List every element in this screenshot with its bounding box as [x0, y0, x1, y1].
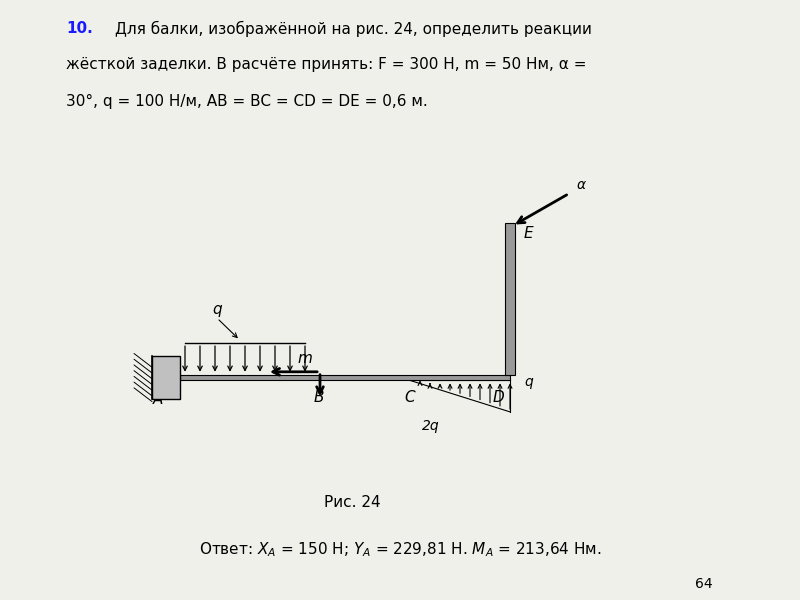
Text: Рис. 24: Рис. 24: [324, 495, 380, 510]
Bar: [180, 374, 510, 380]
Text: Ответ: $X_A$ = 150 Н; $Y_A$ = 229,81 Н. $M_A$ = 213,64 Нм.: Ответ: $X_A$ = 150 Н; $Y_A$ = 229,81 Н. …: [198, 540, 602, 559]
Text: q: q: [212, 302, 222, 317]
Text: 30°, q = 100 Н/м, AB = BC = CD = DE = 0,6 м.: 30°, q = 100 Н/м, AB = BC = CD = DE = 0,…: [66, 94, 427, 109]
Text: E: E: [524, 226, 534, 241]
Text: D: D: [492, 390, 504, 405]
Text: m: m: [298, 351, 313, 366]
Text: C: C: [405, 390, 415, 405]
Text: B: B: [314, 390, 325, 405]
Bar: [152, 356, 180, 399]
Text: 2q: 2q: [422, 419, 440, 433]
Text: q: q: [524, 375, 533, 389]
Text: α: α: [577, 178, 586, 193]
Text: 10. Для балки, изображённой на рис. 24, определить реакции: 10. Для балки, изображённой на рис. 24, …: [66, 20, 572, 37]
Text: 10.: 10.: [66, 20, 93, 35]
Text: жёсткой заделки. В расчёте принять: F = 300 Н, m = 50 Нм, α =: жёсткой заделки. В расчёте принять: F = …: [66, 58, 586, 73]
Text: Для балки, изображённой на рис. 24, определить реакции: Для балки, изображённой на рис. 24, опре…: [114, 20, 591, 37]
Text: A: A: [153, 392, 163, 407]
Bar: [505, 223, 515, 374]
Text: 64: 64: [695, 577, 713, 591]
